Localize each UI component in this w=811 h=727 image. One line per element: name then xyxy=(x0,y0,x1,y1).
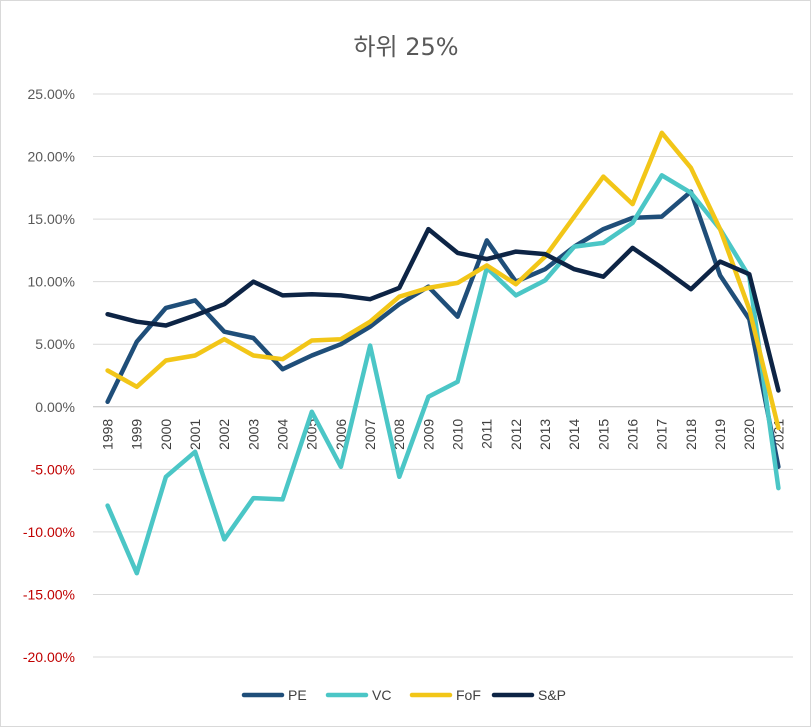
legend-label: FoF xyxy=(456,687,481,703)
y-tick-label: 15.00% xyxy=(28,211,75,227)
y-tick-label: 10.00% xyxy=(28,274,75,290)
y-axis: 25.00% 20.00% 15.00% 10.00% 5.00% 0.00% -5.00%… xyxy=(23,86,75,665)
series-lines xyxy=(105,130,781,576)
x-tick-label: 2014 xyxy=(566,419,582,450)
x-tick-label: 2011 xyxy=(479,419,495,449)
x-tick-label: 2010 xyxy=(450,419,466,450)
legend-label: S&P xyxy=(538,687,566,703)
legend-label: PE xyxy=(288,687,307,703)
series-line-vc xyxy=(105,173,781,576)
series-line-fof xyxy=(105,130,781,431)
y-tick-label: 20.00% xyxy=(28,149,75,165)
x-tick-label: 2017 xyxy=(654,419,670,450)
x-tick-label: 2007 xyxy=(362,419,378,450)
x-tick-label: 2016 xyxy=(625,419,641,450)
x-tick-label: 2000 xyxy=(158,419,174,450)
x-tick-label: 2004 xyxy=(275,419,291,450)
x-tick-label: 2019 xyxy=(712,419,728,450)
y-tick-label: -5.00% xyxy=(31,461,75,477)
x-tick-label: 2002 xyxy=(216,419,232,450)
chart-title: 하위 25% xyxy=(353,33,458,61)
series-line-pe xyxy=(105,189,781,470)
y-tick-label: -20.00% xyxy=(23,649,75,665)
legend: PE VC FoF S&P xyxy=(241,687,566,703)
x-tick-label: 2012 xyxy=(508,419,524,450)
x-tick-label: 2013 xyxy=(537,419,553,450)
x-tick-label: 1998 xyxy=(100,419,116,450)
series-line-s-p xyxy=(105,226,781,393)
legend-label: VC xyxy=(372,687,391,703)
x-tick-label: 2018 xyxy=(683,419,699,450)
x-tick-label: 2008 xyxy=(391,419,407,450)
x-axis: 1998 1999 2000 2001 2002 2003 2004 2005 2006 2007… xyxy=(100,419,787,450)
y-tick-label: -10.00% xyxy=(23,524,75,540)
x-tick-label: 2003 xyxy=(245,419,261,450)
x-tick-label: 2020 xyxy=(741,419,757,450)
y-tick-label: 5.00% xyxy=(35,336,75,352)
x-tick-label: 2015 xyxy=(595,419,611,450)
y-tick-label: 25.00% xyxy=(28,86,75,102)
x-tick-label: 1999 xyxy=(129,419,145,450)
x-tick-label: 2001 xyxy=(187,419,203,450)
y-tick-label: -15.00% xyxy=(23,586,75,602)
gridlines xyxy=(93,93,793,658)
y-tick-label: 0.00% xyxy=(35,399,75,415)
x-tick-label: 2009 xyxy=(420,419,436,450)
